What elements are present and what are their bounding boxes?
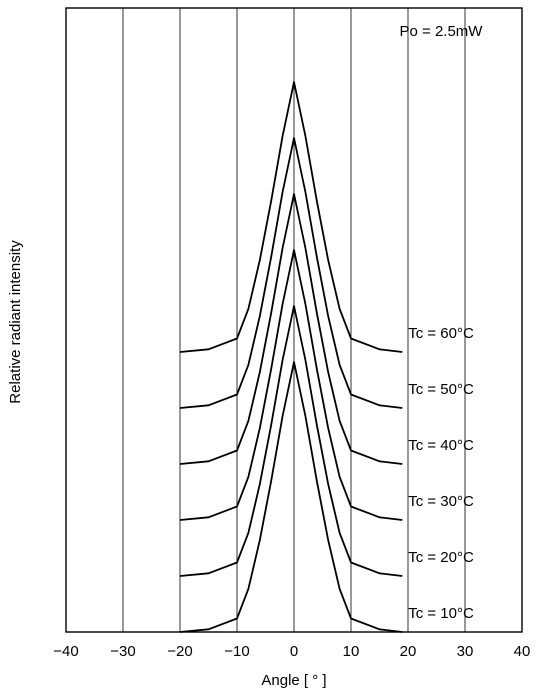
x-tick-label: 40 <box>514 643 531 660</box>
x-tick-label: −40 <box>53 643 78 660</box>
series-label: Tc = 40°C <box>408 437 474 454</box>
series-line <box>179 81 403 353</box>
series-line <box>179 137 403 409</box>
series-line <box>179 249 403 521</box>
series-labels: Tc = 10°C Tc = 20°C Tc = 30°C Tc = 40°C Tc =… <box>408 325 474 622</box>
x-tick-label: −10 <box>224 643 249 660</box>
x-tick-labels: −40 −30 −20 −10 0 10 20 30 40 <box>53 643 530 660</box>
x-tick-label: 0 <box>290 643 298 660</box>
x-tick-label: −20 <box>167 643 192 660</box>
series-label: Tc = 20°C <box>408 549 474 566</box>
y-axis-label: Relative radiant intensity <box>7 240 24 404</box>
x-axis-label: Angle [ ° ] <box>261 672 326 689</box>
x-tick-label: −30 <box>110 643 135 660</box>
vertical-gridlines <box>122 8 466 632</box>
x-tick-label: 10 <box>343 643 360 660</box>
series-line <box>179 305 403 577</box>
series-line <box>179 361 403 633</box>
x-tick-label: 20 <box>400 643 417 660</box>
series-label: Tc = 50°C <box>408 381 474 398</box>
series-curves <box>179 81 403 633</box>
series-label: Tc = 60°C <box>408 325 474 342</box>
series-label: Tc = 10°C <box>408 605 474 622</box>
series-line <box>179 193 403 465</box>
x-tick-label: 30 <box>457 643 474 660</box>
series-label: Tc = 30°C <box>408 493 474 510</box>
po-annotation: Po = 2.5mW <box>400 23 484 40</box>
